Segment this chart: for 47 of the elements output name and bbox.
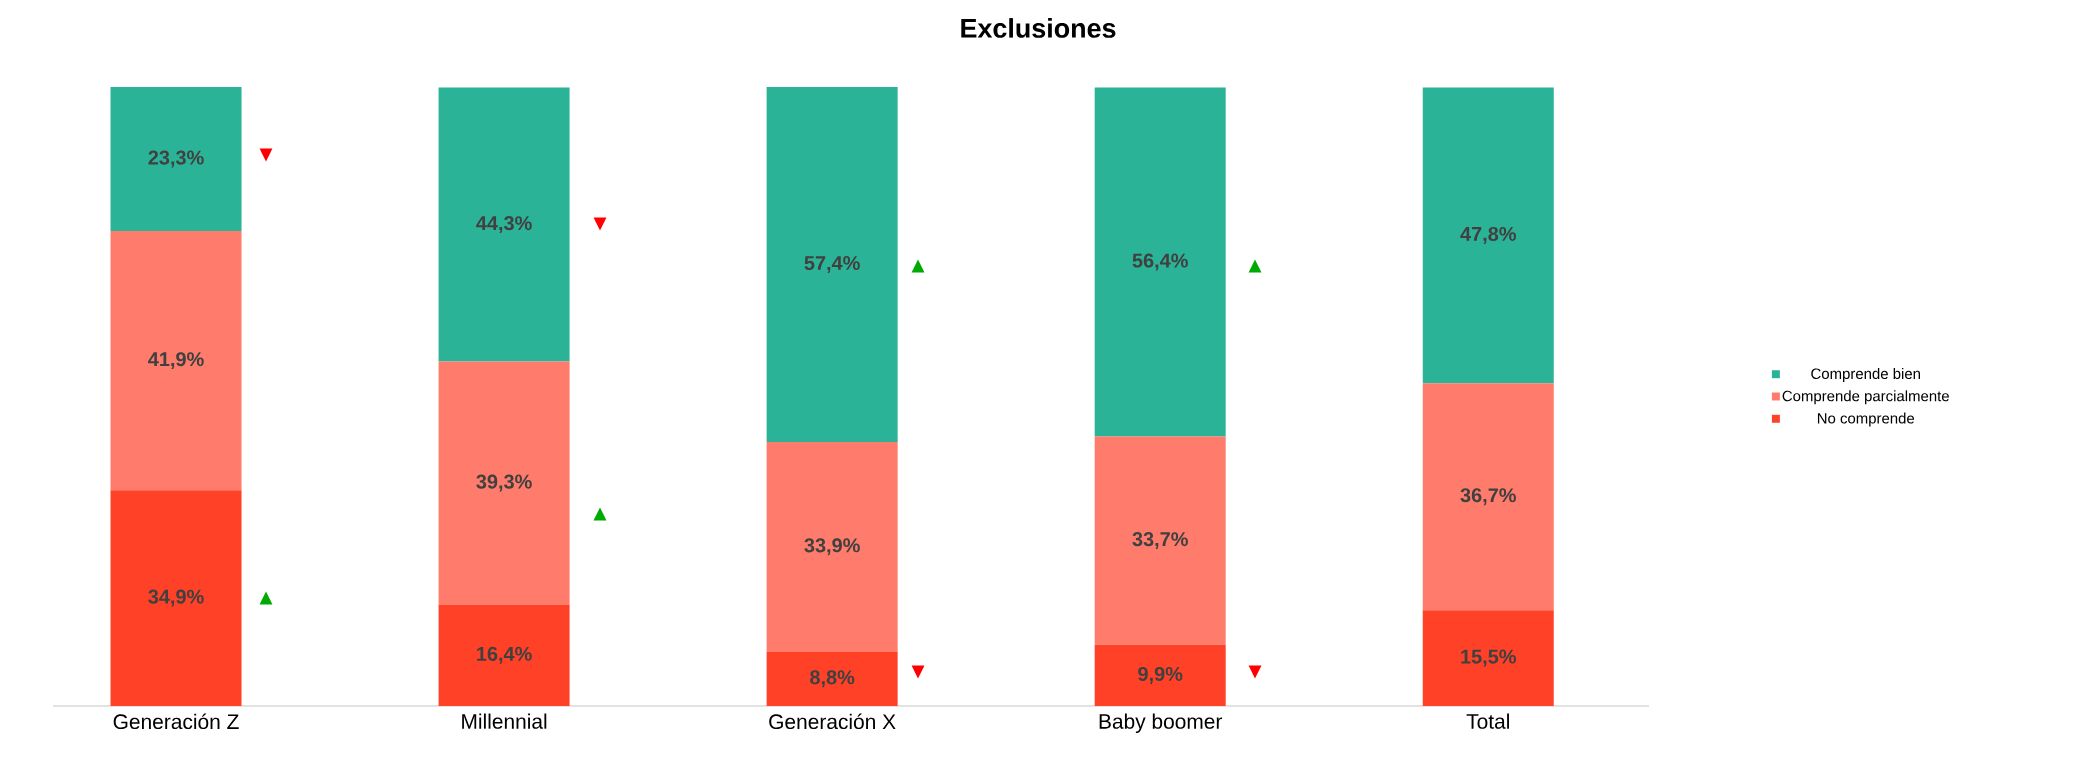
x-tick-label: Baby boomer — [1099, 713, 1223, 734]
bar — [438, 361, 570, 605]
annotation: ▲ — [593, 507, 607, 521]
data-label: 36,7% — [1460, 488, 1516, 506]
bar — [438, 604, 570, 706]
data-label: 41,9% — [148, 352, 204, 370]
chart-title: Exclusiones — [961, 18, 1116, 38]
data-label: 47,8% — [1460, 226, 1516, 244]
bar — [110, 86, 242, 232]
x-tick-label: Generación Z — [113, 713, 239, 730]
bar — [1094, 644, 1226, 706]
data-label: 23,3% — [148, 150, 204, 168]
text: No comprende — [1817, 412, 1915, 427]
bar — [438, 87, 570, 362]
legend-label: Comprende bien — [1811, 368, 1920, 382]
data-label: 57,4% — [804, 256, 860, 273]
annotation: ▼ — [1248, 665, 1262, 679]
bar — [1422, 610, 1554, 706]
annotation: ▲ — [259, 591, 273, 605]
data-label: 8,8% — [810, 670, 855, 688]
annotation: ▲ — [1248, 259, 1262, 273]
bar — [766, 441, 898, 652]
data-label: 34,9% — [148, 589, 204, 607]
bar — [110, 490, 242, 706]
bar — [766, 86, 898, 442]
data-label: 9,9% — [1138, 666, 1183, 684]
data-label: 33,9% — [804, 538, 860, 556]
annotation: ▼ — [593, 217, 607, 231]
bar — [1094, 87, 1226, 437]
bar — [1094, 436, 1226, 645]
x-tick-label: Millennial — [462, 713, 547, 729]
annotation: ▼ — [911, 665, 925, 679]
bar — [1422, 87, 1554, 384]
bar — [766, 651, 898, 706]
data-label: 56,4% — [1132, 253, 1188, 271]
data-label: 39,3% — [476, 474, 532, 492]
x-tick-label: Total — [1466, 713, 1509, 729]
x-tick-label: Generación X — [769, 713, 896, 730]
data-label: 16,4% — [477, 646, 532, 664]
legend-label: Comprende parcialmente — [1782, 390, 1949, 405]
bar — [1422, 383, 1554, 611]
annotation: ▼ — [259, 148, 273, 162]
annotation: ▲ — [911, 259, 925, 273]
data-label: 44,3% — [476, 216, 532, 234]
bar — [110, 231, 242, 491]
data-label: 33,7% — [1132, 532, 1188, 550]
data-label: 15,5% — [1461, 649, 1516, 667]
